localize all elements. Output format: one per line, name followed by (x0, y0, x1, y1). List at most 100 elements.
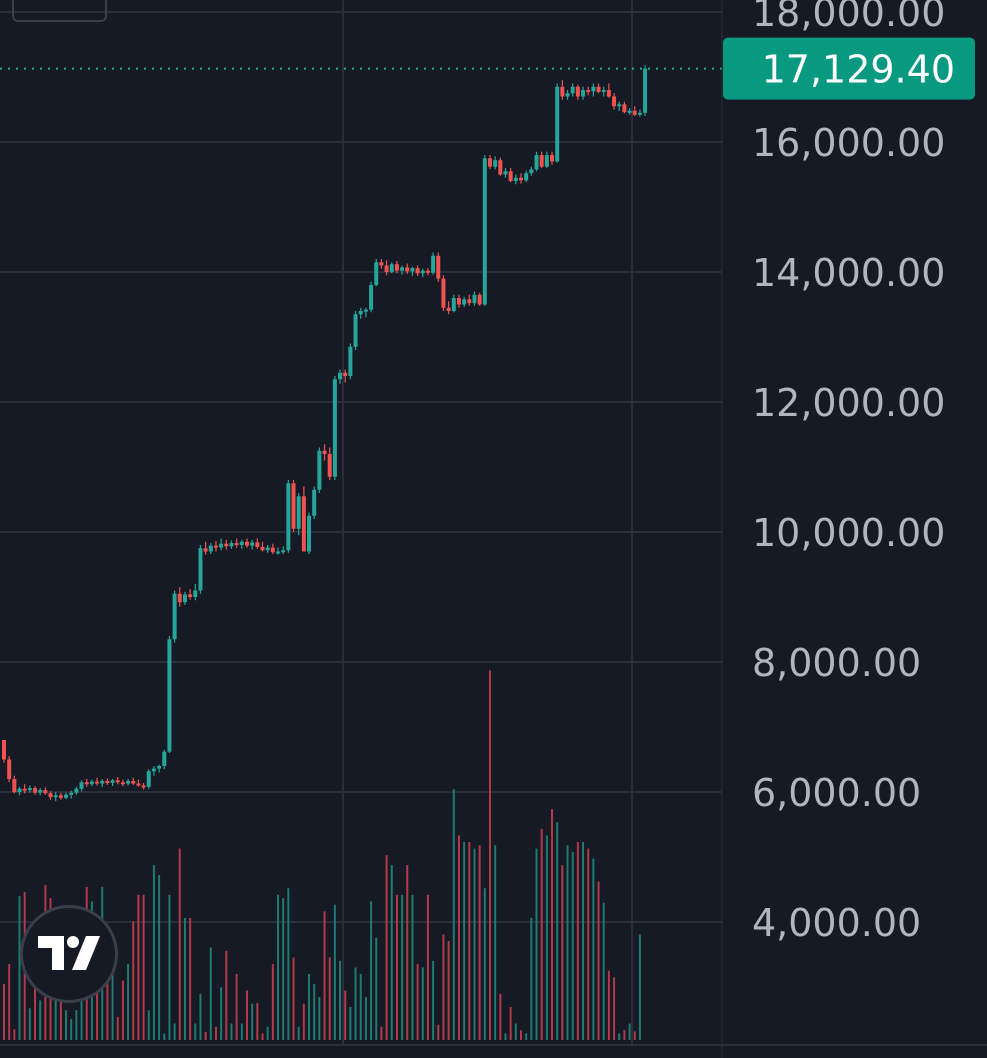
candle (162, 749, 167, 770)
volume-bar (633, 1031, 636, 1040)
candle (539, 151, 544, 168)
candle-body (317, 450, 322, 490)
candle (167, 636, 172, 753)
candle (100, 779, 105, 787)
candle-body (213, 545, 218, 548)
candle-body (446, 307, 451, 311)
candle-body (7, 759, 12, 779)
candle (555, 83, 560, 163)
candle (17, 786, 22, 796)
candle (27, 785, 32, 793)
volume-bar (282, 898, 285, 1040)
candle (188, 589, 193, 600)
toolbar-button[interactable] (12, 0, 107, 22)
candle (534, 151, 539, 172)
candle-body (487, 158, 492, 167)
candle (7, 756, 12, 783)
candle (213, 541, 218, 552)
candle-body (451, 298, 456, 311)
volume-bar (70, 1018, 73, 1040)
price-axis[interactable]: 18,000.00 16,000.00 14,000.00 12,000.00 10,0… (752, 0, 945, 945)
candle (343, 369, 348, 383)
candle-body (436, 255, 441, 279)
candle (451, 294, 456, 313)
candle (529, 166, 534, 176)
candle-body (637, 112, 642, 115)
volume-bar (390, 865, 393, 1040)
candle (622, 101, 627, 114)
candle (265, 545, 270, 553)
candle (105, 778, 110, 785)
volume-bar (28, 1008, 31, 1040)
candle (69, 790, 74, 799)
volume-bar (613, 977, 616, 1040)
candle (570, 83, 575, 97)
volume-bar (457, 835, 460, 1040)
candle-body (327, 454, 332, 477)
candle-body (265, 547, 270, 551)
volume-bar (121, 980, 124, 1040)
candle (415, 265, 420, 276)
volume-bar (313, 983, 316, 1040)
candle (550, 151, 555, 165)
volume-bar (328, 957, 331, 1040)
price-tick-label: 14,000.00 (752, 251, 945, 295)
volume-bar (137, 894, 140, 1040)
candle-body (379, 262, 384, 266)
volume-bar (158, 875, 161, 1040)
candle (456, 294, 461, 308)
candle (229, 540, 234, 549)
candle-body (110, 780, 115, 783)
candle (524, 170, 529, 183)
candle-body (482, 158, 487, 305)
candle (38, 788, 43, 796)
candle (420, 268, 425, 278)
tradingview-logo-icon (38, 936, 100, 970)
volume-bar (132, 921, 135, 1040)
candle (89, 779, 94, 787)
candle (643, 65, 648, 116)
volume-bar (520, 1030, 522, 1040)
volume-bar (225, 950, 228, 1040)
candle (348, 343, 353, 380)
volume-bar (168, 894, 171, 1040)
candle (301, 486, 306, 552)
volume-bar (339, 960, 342, 1040)
candle-body (467, 299, 472, 304)
volume-bar (297, 1026, 300, 1040)
candle-body (472, 294, 477, 304)
candle-body (84, 782, 89, 785)
candle-body (374, 262, 379, 285)
candle-body (420, 270, 425, 274)
candle-body (151, 768, 156, 772)
candle-body (477, 294, 482, 305)
volume-bar (240, 1023, 243, 1040)
candle (182, 591, 187, 605)
candle-body (570, 86, 575, 94)
price-tick-label: 10,000.00 (752, 511, 945, 555)
candle (141, 782, 146, 790)
volume-bar (364, 997, 367, 1040)
candle-body (100, 780, 105, 784)
price-tick-label: 6,000.00 (752, 771, 921, 815)
candle-body (219, 543, 224, 548)
last-price-tag: 17,129.40 (723, 37, 975, 100)
candle-body (193, 590, 198, 597)
volume-bar (571, 851, 574, 1040)
candle (291, 480, 296, 532)
candle (425, 268, 430, 276)
candle-body (95, 781, 100, 784)
tradingview-logo[interactable] (20, 905, 118, 1003)
candle-body (643, 68, 648, 113)
candle (84, 779, 89, 787)
volume-bar (473, 848, 476, 1040)
volume-bar (106, 937, 109, 1040)
candle-body (332, 379, 337, 477)
volume-bar (173, 1023, 176, 1040)
candle (363, 307, 368, 318)
candle-body (105, 780, 110, 783)
candle-body (250, 542, 255, 546)
candle (322, 444, 327, 461)
candle (606, 83, 611, 98)
